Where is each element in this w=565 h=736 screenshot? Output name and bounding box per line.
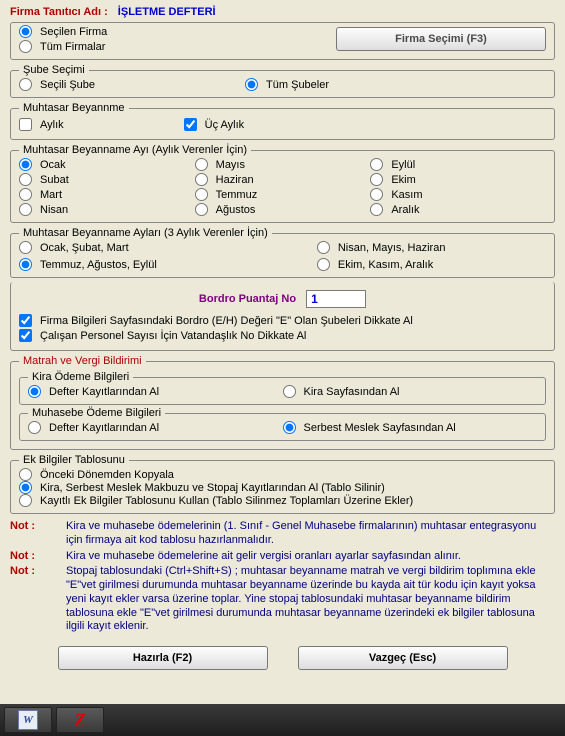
- word-icon: W: [18, 710, 38, 730]
- period-legend: Muhtasar Beyannme: [19, 102, 129, 114]
- notes-section: Not : Kira ve muhasebe ödemelerinin (1. …: [10, 520, 555, 634]
- chk-quarterly[interactable]: Üç Aylık: [184, 118, 245, 131]
- months-group: Muhtasar Beyanname Ayı (Aylık Verenler İ…: [10, 144, 555, 223]
- radio-ek-kayitli[interactable]: Kayıtlı Ek Bilgiler Tablosunu Kullan (Ta…: [19, 494, 546, 507]
- months-legend: Muhtasar Beyanname Ayı (Aylık Verenler İ…: [19, 144, 251, 156]
- radio-q3[interactable]: Temmuz, Ağustos, Eylül: [19, 258, 317, 271]
- note2-text: Kira ve muhasebe ödemelerine ait gelir v…: [66, 550, 555, 564]
- chk-sube-eh-label: Firma Bilgileri Sayfasındaki Bordro (E/H…: [40, 315, 413, 327]
- firm-select-button[interactable]: Firma Seçimi (F3): [336, 27, 546, 51]
- radio-month-ocak[interactable]: Ocak: [19, 158, 195, 171]
- taskbar-app-button[interactable]: Z: [56, 707, 104, 733]
- chk-vatandaslik[interactable]: Çalışan Personel Sayısı İçin Vatandaşlık…: [19, 329, 546, 342]
- kira-legend: Kira Ödeme Bilgileri: [28, 371, 133, 383]
- radio-kira-defter[interactable]: Defter Kayıtlarından Al: [28, 385, 283, 398]
- button-bar: Hazırla (F2) Vazgeç (Esc): [10, 646, 555, 670]
- note1-label: Not :: [10, 520, 60, 548]
- radio-all-firms[interactable]: Tüm Firmalar: [19, 40, 107, 53]
- period-group: Muhtasar Beyannme Aylık Üç Aylık: [10, 102, 555, 140]
- chk-monthly[interactable]: Aylık: [19, 118, 64, 131]
- firm-group: Seçilen Firma Tüm Firmalar Firma Seçimi …: [10, 22, 555, 60]
- radio-selected-firm[interactable]: Seçilen Firma: [19, 25, 107, 38]
- chk-monthly-input[interactable]: [19, 118, 32, 131]
- kira-group: Kira Ödeme Bilgileri Defter Kayıtlarında…: [19, 371, 546, 405]
- radio-ek-onceki[interactable]: Önceki Dönemden Kopyala: [19, 468, 546, 481]
- ek-legend: Ek Bilgiler Tablosunu: [19, 454, 129, 466]
- note1-text: Kira ve muhasebe ödemelerinin (1. Sınıf …: [66, 520, 555, 548]
- radio-month-agustos[interactable]: Ağustos: [195, 203, 371, 216]
- radio-selected-branch[interactable]: Seçili Şube: [19, 78, 95, 91]
- chk-sube-eh-input[interactable]: [19, 314, 32, 327]
- bordro-label: Bordro Puantaj No: [199, 293, 296, 305]
- chk-quarterly-input[interactable]: [184, 118, 197, 131]
- note3-text: Stopaj tablosundaki (Ctrl+Shift+S) ; muh…: [66, 565, 555, 634]
- taskbar-word-button[interactable]: W: [4, 707, 52, 733]
- radio-q1[interactable]: Ocak, Şubat, Mart: [19, 241, 317, 254]
- chk-quarterly-label: Üç Aylık: [205, 119, 245, 131]
- radio-selected-branch-label: Seçili Şube: [40, 79, 95, 91]
- header-row: Firma Tanıtıcı Adı : İŞLETME DEFTERİ: [10, 6, 555, 18]
- radio-selected-firm-label: Seçilen Firma: [40, 26, 107, 38]
- chk-monthly-label: Aylık: [40, 119, 64, 131]
- header-value: İŞLETME DEFTERİ: [118, 6, 216, 18]
- radio-q2[interactable]: Nisan, Mayıs, Haziran: [317, 241, 546, 254]
- radio-month-kasim[interactable]: Kasım: [370, 188, 546, 201]
- radio-month-mayis[interactable]: Mayıs: [195, 158, 371, 171]
- radio-month-aralik[interactable]: Aralık: [370, 203, 546, 216]
- radio-selected-firm-input[interactable]: [19, 25, 32, 38]
- header-label: Firma Tanıtıcı Adı :: [10, 6, 108, 18]
- radio-q4[interactable]: Ekim, Kasım, Aralık: [317, 258, 546, 271]
- taskbar: W Z: [0, 704, 565, 736]
- radio-all-branches-input[interactable]: [245, 78, 258, 91]
- branch-group: Şube Seçimi Seçili Şube Tüm Şubeler: [10, 64, 555, 98]
- radio-all-firms-label: Tüm Firmalar: [40, 41, 105, 53]
- quarters-legend: Muhtasar Beyanname Ayları (3 Aylık Veren…: [19, 227, 272, 239]
- radio-month-subat[interactable]: Subat: [19, 173, 195, 186]
- app-icon: Z: [75, 710, 86, 731]
- radio-ek-kira[interactable]: Kira, Serbest Meslek Makbuzu ve Stopaj K…: [19, 481, 546, 494]
- radio-all-firms-input[interactable]: [19, 40, 32, 53]
- cancel-button[interactable]: Vazgeç (Esc): [298, 646, 508, 670]
- branch-legend: Şube Seçimi: [19, 64, 89, 76]
- radio-all-branches-label: Tüm Şubeler: [266, 79, 329, 91]
- prepare-button[interactable]: Hazırla (F2): [58, 646, 268, 670]
- bordro-group: Bordro Puantaj No Firma Bilgileri Sayfas…: [10, 282, 555, 351]
- bordro-input[interactable]: [306, 290, 366, 308]
- muhasebe-group: Muhasebe Ödeme Bilgileri Defter Kayıtlar…: [19, 407, 546, 441]
- muhasebe-legend: Muhasebe Ödeme Bilgileri: [28, 407, 165, 419]
- note2-label: Not :: [10, 550, 60, 564]
- matrah-group: Matrah ve Vergi Bildirimi Kira Ödeme Bil…: [10, 355, 555, 450]
- chk-sube-eh[interactable]: Firma Bilgileri Sayfasındaki Bordro (E/H…: [19, 314, 546, 327]
- note3-label: Not :: [10, 565, 60, 634]
- radio-month-nisan[interactable]: Nisan: [19, 203, 195, 216]
- matrah-legend: Matrah ve Vergi Bildirimi: [19, 355, 146, 367]
- radio-selected-branch-input[interactable]: [19, 78, 32, 91]
- radio-muh-defter[interactable]: Defter Kayıtlarından Al: [28, 421, 283, 434]
- radio-month-ekim[interactable]: Ekim: [370, 173, 546, 186]
- radio-muh-serbest[interactable]: Serbest Meslek Sayfasından Al: [283, 421, 538, 434]
- radio-month-mart[interactable]: Mart: [19, 188, 195, 201]
- radio-all-branches[interactable]: Tüm Şubeler: [245, 78, 329, 91]
- radio-month-haziran[interactable]: Haziran: [195, 173, 371, 186]
- radio-month-temmuz[interactable]: Temmuz: [195, 188, 371, 201]
- ek-group: Ek Bilgiler Tablosunu Önceki Dönemden Ko…: [10, 454, 555, 514]
- radio-month-eylul[interactable]: Eylül: [370, 158, 546, 171]
- chk-vatandaslik-input[interactable]: [19, 329, 32, 342]
- radio-kira-sayfa[interactable]: Kira Sayfasından Al: [283, 385, 538, 398]
- chk-vatandaslik-label: Çalışan Personel Sayısı İçin Vatandaşlık…: [40, 330, 306, 342]
- quarters-group: Muhtasar Beyanname Ayları (3 Aylık Veren…: [10, 227, 555, 278]
